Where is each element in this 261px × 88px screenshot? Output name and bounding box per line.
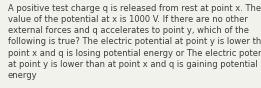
Text: external forces and q accelerates to point y, which of the: external forces and q accelerates to poi… (8, 26, 249, 35)
Text: value of the potential at x is 1000 V. If there are no other: value of the potential at x is 1000 V. I… (8, 15, 248, 24)
Text: following is true? The electric potential at point y is lower than at: following is true? The electric potentia… (8, 37, 261, 46)
Text: A positive test charge q is released from rest at point x. The: A positive test charge q is released fro… (8, 4, 261, 12)
Text: point x and q is losing potential energy or The electric potential: point x and q is losing potential energy… (8, 49, 261, 58)
Text: energy: energy (8, 71, 38, 80)
Text: at point y is lower than at point x and q is gaining potential: at point y is lower than at point x and … (8, 60, 258, 69)
